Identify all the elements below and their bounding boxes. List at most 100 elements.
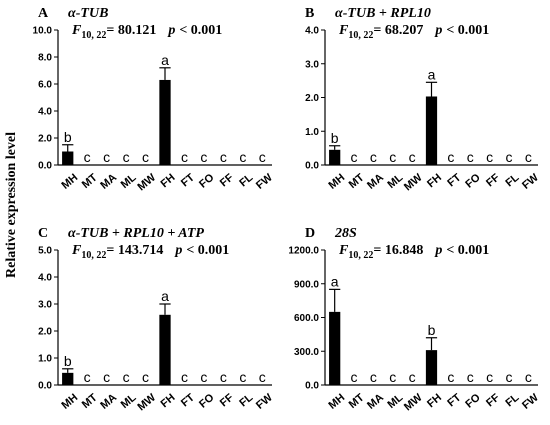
x-tick-label: FF	[484, 391, 502, 409]
significance-letter: c	[409, 149, 416, 165]
panel-letter: A	[38, 6, 49, 21]
x-tick-label: MW	[135, 171, 158, 193]
significance-letter: c	[467, 369, 474, 385]
significance-letter: c	[505, 369, 512, 385]
y-tick-label: 4.0	[38, 273, 52, 284]
y-tick-label: 0.0	[38, 381, 52, 392]
p-value: < 0.001	[179, 23, 222, 38]
p-value: < 0.001	[186, 243, 229, 258]
y-tick-label: 4.0	[305, 26, 319, 37]
bar	[159, 314, 171, 385]
x-tick-label: FO	[463, 391, 483, 410]
significance-letter: c	[103, 149, 110, 165]
significance-letter: c	[351, 369, 358, 385]
stat-label: F	[338, 23, 349, 38]
stat-value: = 80.121	[106, 23, 156, 38]
significance-letter: c	[181, 149, 188, 165]
x-tick-label: FT	[179, 391, 197, 409]
x-tick-label: MA	[365, 172, 386, 192]
y-tick-label: 2.0	[38, 134, 52, 145]
significance-letter: b	[64, 129, 72, 145]
bar	[329, 149, 341, 165]
significance-letter: c	[467, 149, 474, 165]
bar	[159, 79, 171, 165]
stat-df: 10, 22	[81, 30, 106, 41]
significance-letter: c	[220, 369, 227, 385]
significance-letter: c	[370, 369, 377, 385]
x-tick-label: ML	[119, 391, 139, 411]
bar	[425, 350, 438, 385]
stat-line: F10, 22= 16.848 p < 0.001	[338, 243, 489, 261]
panel-letter: C	[38, 226, 48, 241]
x-tick-label: MA	[98, 172, 119, 192]
x-tick-label: FF	[218, 171, 236, 189]
p-label: p	[167, 23, 175, 38]
significance-letter: a	[161, 52, 169, 68]
panel-letter: D	[305, 226, 315, 241]
x-tick-label: FW	[520, 391, 541, 412]
x-tick-label: ML	[385, 171, 405, 191]
gene-name: α-TUB + RPL10 + ATP	[68, 226, 204, 241]
x-tick-label: MT	[80, 171, 100, 191]
stat-label: F	[71, 243, 82, 258]
y-tick-label: 6.0	[38, 80, 52, 91]
x-tick-label: MA	[365, 392, 386, 412]
significance-letter: c	[200, 369, 207, 385]
significance-letter: b	[64, 353, 72, 369]
significance-letter: c	[200, 149, 207, 165]
y-tick-label: 5.0	[38, 246, 52, 257]
x-tick-label: FH	[159, 172, 178, 191]
x-tick-label: FH	[425, 392, 444, 411]
significance-letter: c	[123, 149, 130, 165]
significance-letter: b	[428, 322, 436, 338]
y-tick-label: 1.0	[305, 127, 319, 138]
x-tick-label: MW	[402, 391, 425, 413]
p-label: p	[434, 23, 442, 38]
x-tick-label: FW	[254, 391, 275, 412]
significance-letter: c	[142, 149, 149, 165]
gene-name: α-TUB + RPL10	[335, 6, 431, 21]
y-tick-label: 0.0	[305, 381, 319, 392]
x-tick-label: ML	[119, 171, 139, 191]
y-tick-label: 3.0	[38, 300, 52, 311]
bar	[62, 151, 74, 165]
significance-letter: c	[351, 149, 358, 165]
x-tick-label: MT	[347, 171, 367, 191]
significance-letter: c	[525, 149, 532, 165]
significance-letter: a	[161, 288, 169, 304]
y-tick-label: 10.0	[33, 26, 53, 37]
x-tick-label: FT	[445, 391, 463, 409]
stat-line: F10, 22= 80.121 p < 0.001	[71, 23, 222, 41]
stat-value: = 16.848	[373, 243, 423, 258]
y-tick-label: 4.0	[38, 107, 52, 118]
gene-name: 28S	[334, 226, 357, 241]
x-tick-label: FL	[237, 391, 255, 409]
bar	[62, 372, 74, 385]
x-tick-label: ML	[385, 391, 405, 411]
x-tick-label: FO	[463, 171, 483, 190]
significance-letter: c	[389, 369, 396, 385]
significance-letter: a	[428, 66, 436, 82]
significance-letter: c	[84, 149, 91, 165]
x-tick-label: FL	[503, 171, 521, 189]
significance-letter: c	[103, 369, 110, 385]
stat-value: = 143.714	[106, 243, 163, 258]
stat-line: F10, 22= 68.207 p < 0.001	[338, 23, 489, 41]
x-tick-label: MT	[347, 391, 367, 411]
bar	[425, 96, 438, 165]
significance-letter: c	[409, 369, 416, 385]
x-tick-label: FH	[159, 392, 178, 411]
x-tick-label: MH	[59, 172, 80, 192]
p-value: < 0.001	[446, 23, 489, 38]
y-tick-label: 1.0	[38, 354, 52, 365]
panel-letter: B	[305, 6, 314, 21]
x-tick-label: FL	[237, 171, 255, 189]
p-label: p	[434, 243, 442, 258]
x-tick-label: FT	[445, 171, 463, 189]
stat-df: 10, 22	[348, 250, 373, 261]
y-tick-label: 0.0	[38, 161, 52, 172]
panel-d: D 28S F10, 22= 16.848 p < 0.001 0.0 300.0 600.0…	[288, 226, 541, 413]
